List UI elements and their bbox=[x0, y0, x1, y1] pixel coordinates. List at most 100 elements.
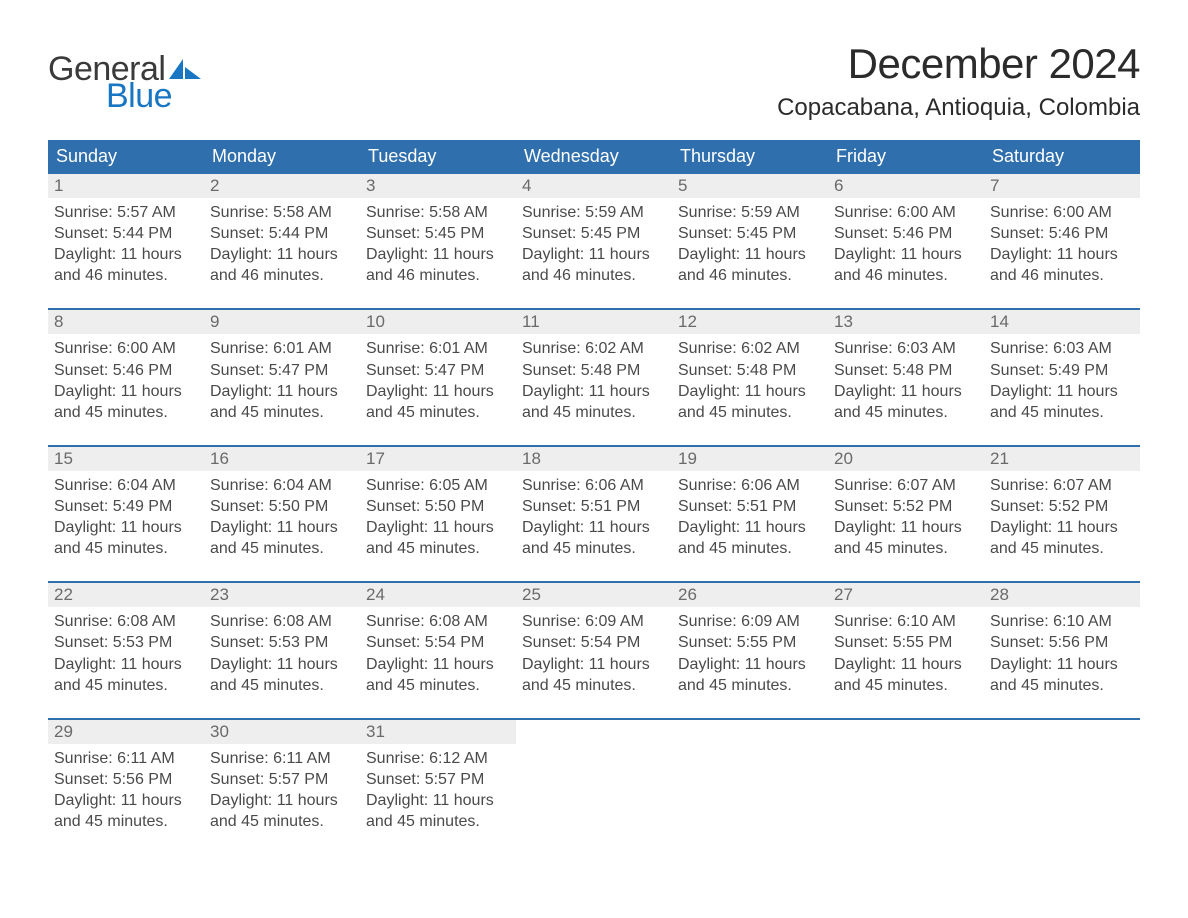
sunset-line: Sunset: 5:52 PM bbox=[834, 496, 978, 517]
daylight-line: Daylight: 11 hours and 45 minutes. bbox=[366, 790, 510, 832]
day-details: Sunrise: 5:58 AMSunset: 5:44 PMDaylight:… bbox=[204, 198, 360, 286]
calendar-day-cell: 17Sunrise: 6:05 AMSunset: 5:50 PMDayligh… bbox=[360, 447, 516, 559]
calendar-day-cell: 31Sunrise: 6:12 AMSunset: 5:57 PMDayligh… bbox=[360, 720, 516, 832]
day-details: Sunrise: 6:00 AMSunset: 5:46 PMDaylight:… bbox=[48, 334, 204, 422]
calendar-day-cell: 25Sunrise: 6:09 AMSunset: 5:54 PMDayligh… bbox=[516, 583, 672, 695]
calendar-day-cell: 5Sunrise: 5:59 AMSunset: 5:45 PMDaylight… bbox=[672, 174, 828, 286]
sunrise-line: Sunrise: 6:05 AM bbox=[366, 475, 510, 496]
calendar-day-cell: 4Sunrise: 5:59 AMSunset: 5:45 PMDaylight… bbox=[516, 174, 672, 286]
sunset-line: Sunset: 5:53 PM bbox=[54, 632, 198, 653]
sunrise-line: Sunrise: 6:08 AM bbox=[366, 611, 510, 632]
calendar-week: 15Sunrise: 6:04 AMSunset: 5:49 PMDayligh… bbox=[48, 445, 1140, 559]
daylight-line: Daylight: 11 hours and 46 minutes. bbox=[522, 244, 666, 286]
logo-text-blue: Blue bbox=[48, 81, 203, 112]
daylight-line: Daylight: 11 hours and 45 minutes. bbox=[522, 517, 666, 559]
day-details: Sunrise: 6:00 AMSunset: 5:46 PMDaylight:… bbox=[828, 198, 984, 286]
day-details: Sunrise: 6:10 AMSunset: 5:56 PMDaylight:… bbox=[984, 607, 1140, 695]
day-details: Sunrise: 6:07 AMSunset: 5:52 PMDaylight:… bbox=[984, 471, 1140, 559]
sunrise-line: Sunrise: 6:01 AM bbox=[210, 338, 354, 359]
sunset-line: Sunset: 5:47 PM bbox=[366, 360, 510, 381]
day-details: Sunrise: 5:59 AMSunset: 5:45 PMDaylight:… bbox=[516, 198, 672, 286]
daylight-line: Daylight: 11 hours and 45 minutes. bbox=[366, 517, 510, 559]
sunset-line: Sunset: 5:46 PM bbox=[54, 360, 198, 381]
day-number: 28 bbox=[984, 583, 1140, 607]
daylight-line: Daylight: 11 hours and 45 minutes. bbox=[522, 381, 666, 423]
day-number: 19 bbox=[672, 447, 828, 471]
daylight-line: Daylight: 11 hours and 45 minutes. bbox=[366, 654, 510, 696]
daylight-line: Daylight: 11 hours and 45 minutes. bbox=[990, 381, 1134, 423]
day-details: Sunrise: 6:04 AMSunset: 5:49 PMDaylight:… bbox=[48, 471, 204, 559]
daylight-line: Daylight: 11 hours and 45 minutes. bbox=[678, 654, 822, 696]
day-number: 30 bbox=[204, 720, 360, 744]
calendar-grid: SundayMondayTuesdayWednesdayThursdayFrid… bbox=[48, 140, 1140, 832]
sunset-line: Sunset: 5:57 PM bbox=[210, 769, 354, 790]
sunset-line: Sunset: 5:46 PM bbox=[834, 223, 978, 244]
calendar-day-cell: 24Sunrise: 6:08 AMSunset: 5:54 PMDayligh… bbox=[360, 583, 516, 695]
day-details: Sunrise: 6:00 AMSunset: 5:46 PMDaylight:… bbox=[984, 198, 1140, 286]
calendar-day-cell: 20Sunrise: 6:07 AMSunset: 5:52 PMDayligh… bbox=[828, 447, 984, 559]
sunrise-line: Sunrise: 6:09 AM bbox=[678, 611, 822, 632]
day-details: Sunrise: 6:11 AMSunset: 5:56 PMDaylight:… bbox=[48, 744, 204, 832]
daylight-line: Daylight: 11 hours and 45 minutes. bbox=[834, 517, 978, 559]
weekday-header: Monday bbox=[204, 140, 360, 174]
sunrise-line: Sunrise: 6:00 AM bbox=[990, 202, 1134, 223]
calendar-day-cell: 7Sunrise: 6:00 AMSunset: 5:46 PMDaylight… bbox=[984, 174, 1140, 286]
day-number: 24 bbox=[360, 583, 516, 607]
sunrise-line: Sunrise: 6:07 AM bbox=[990, 475, 1134, 496]
day-details: Sunrise: 6:12 AMSunset: 5:57 PMDaylight:… bbox=[360, 744, 516, 832]
day-details: Sunrise: 6:08 AMSunset: 5:53 PMDaylight:… bbox=[48, 607, 204, 695]
sunset-line: Sunset: 5:56 PM bbox=[990, 632, 1134, 653]
day-number: 25 bbox=[516, 583, 672, 607]
daylight-line: Daylight: 11 hours and 45 minutes. bbox=[210, 654, 354, 696]
calendar-day-cell: 30 Sunrise: 6:11 AMSunset: 5:57 PMDayligh… bbox=[204, 720, 360, 832]
day-details: Sunrise: 6:10 AMSunset: 5:55 PMDaylight:… bbox=[828, 607, 984, 695]
day-number: 1 bbox=[48, 174, 204, 198]
sunset-line: Sunset: 5:49 PM bbox=[990, 360, 1134, 381]
day-details: Sunrise: 6:03 AMSunset: 5:49 PMDaylight:… bbox=[984, 334, 1140, 422]
daylight-line: Daylight: 11 hours and 45 minutes. bbox=[834, 654, 978, 696]
day-details: Sunrise: 6:01 AMSunset: 5:47 PMDaylight:… bbox=[360, 334, 516, 422]
sunset-line: Sunset: 5:51 PM bbox=[678, 496, 822, 517]
sunset-line: Sunset: 5:53 PM bbox=[210, 632, 354, 653]
daylight-line: Daylight: 11 hours and 45 minutes. bbox=[210, 790, 354, 832]
calendar-day-cell: 1Sunrise: 5:57 AMSunset: 5:44 PMDaylight… bbox=[48, 174, 204, 286]
calendar-day-cell: 26Sunrise: 6:09 AMSunset: 5:55 PMDayligh… bbox=[672, 583, 828, 695]
weekday-header: Sunday bbox=[48, 140, 204, 174]
sunrise-line: Sunrise: 5:58 AM bbox=[210, 202, 354, 223]
calendar-page: General Blue December 2024 Copacabana, A… bbox=[0, 0, 1188, 892]
day-number: 6 bbox=[828, 174, 984, 198]
daylight-line: Daylight: 11 hours and 45 minutes. bbox=[834, 381, 978, 423]
sunrise-line: Sunrise: 5:57 AM bbox=[54, 202, 198, 223]
sunrise-line: Sunrise: 6:10 AM bbox=[834, 611, 978, 632]
calendar-day-cell: 11Sunrise: 6:02 AMSunset: 5:48 PMDayligh… bbox=[516, 310, 672, 422]
calendar-week: 8Sunrise: 6:00 AMSunset: 5:46 PMDaylight… bbox=[48, 308, 1140, 422]
calendar-day-cell bbox=[672, 720, 828, 832]
calendar-day-cell: 15Sunrise: 6:04 AMSunset: 5:49 PMDayligh… bbox=[48, 447, 204, 559]
daylight-line: Daylight: 11 hours and 45 minutes. bbox=[54, 381, 198, 423]
sunrise-line: Sunrise: 6:08 AM bbox=[54, 611, 198, 632]
day-number: 16 bbox=[204, 447, 360, 471]
weekday-header: Thursday bbox=[672, 140, 828, 174]
day-details: Sunrise: 6:08 AMSunset: 5:54 PMDaylight:… bbox=[360, 607, 516, 695]
day-number: 7 bbox=[984, 174, 1140, 198]
sunrise-line: Sunrise: 6:11 AM bbox=[54, 748, 198, 769]
day-number: 12 bbox=[672, 310, 828, 334]
sunset-line: Sunset: 5:50 PM bbox=[366, 496, 510, 517]
sunset-line: Sunset: 5:55 PM bbox=[834, 632, 978, 653]
calendar-day-cell: 19Sunrise: 6:06 AMSunset: 5:51 PMDayligh… bbox=[672, 447, 828, 559]
daylight-line: Daylight: 11 hours and 45 minutes. bbox=[990, 654, 1134, 696]
calendar-day-cell: 29Sunrise: 6:11 AMSunset: 5:56 PMDayligh… bbox=[48, 720, 204, 832]
sunrise-line: Sunrise: 6:11 AM bbox=[210, 748, 354, 769]
day-number: 26 bbox=[672, 583, 828, 607]
sunrise-line: Sunrise: 5:59 AM bbox=[522, 202, 666, 223]
day-details: Sunrise: 5:59 AMSunset: 5:45 PMDaylight:… bbox=[672, 198, 828, 286]
sunset-line: Sunset: 5:50 PM bbox=[210, 496, 354, 517]
sunset-line: Sunset: 5:47 PM bbox=[210, 360, 354, 381]
sunrise-line: Sunrise: 6:00 AM bbox=[834, 202, 978, 223]
sunset-line: Sunset: 5:54 PM bbox=[522, 632, 666, 653]
day-number: 22 bbox=[48, 583, 204, 607]
location-subtitle: Copacabana, Antioquia, Colombia bbox=[777, 94, 1140, 122]
calendar-weeks: 1Sunrise: 5:57 AMSunset: 5:44 PMDaylight… bbox=[48, 174, 1140, 832]
calendar-day-cell: 2Sunrise: 5:58 AMSunset: 5:44 PMDaylight… bbox=[204, 174, 360, 286]
sunrise-line: Sunrise: 6:06 AM bbox=[522, 475, 666, 496]
